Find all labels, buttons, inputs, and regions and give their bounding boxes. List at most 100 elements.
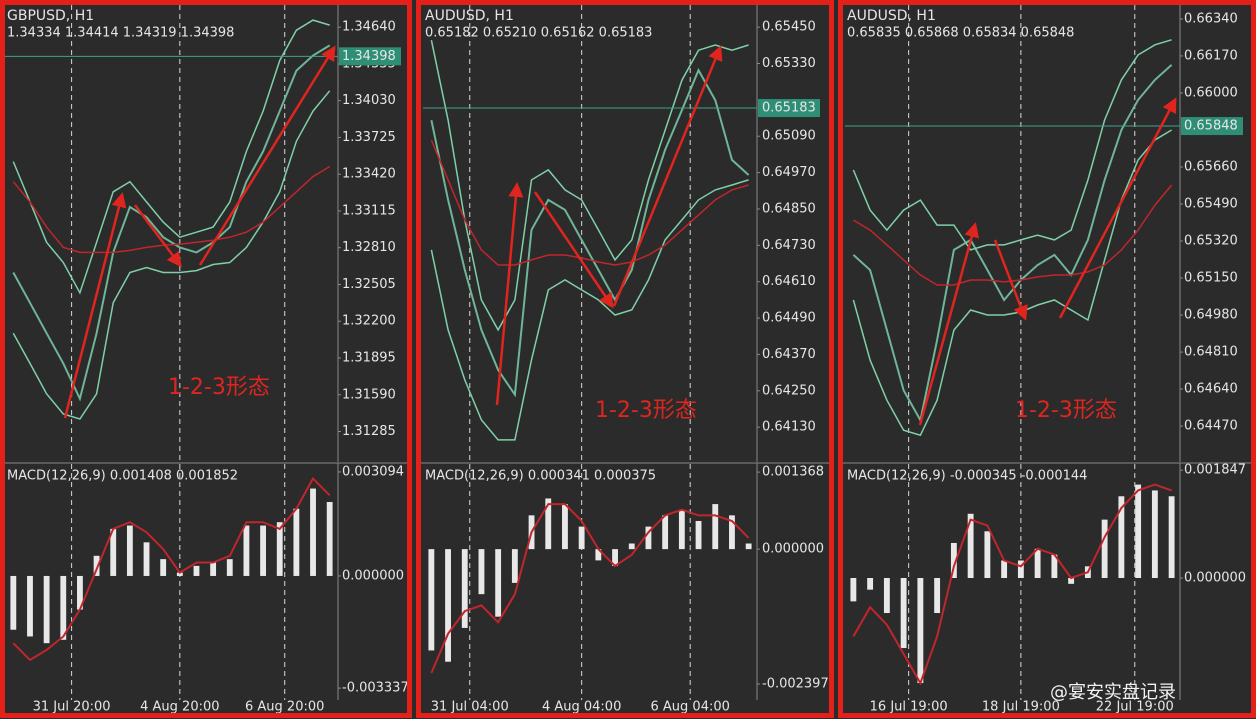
macd-bar xyxy=(578,526,585,550)
macd-bar xyxy=(326,501,333,576)
series-line xyxy=(430,67,750,398)
macd-bar xyxy=(1001,560,1008,578)
macd-bar xyxy=(678,509,685,550)
y-tick-label: 0.65150 xyxy=(1184,271,1238,286)
y-tick-label: 0.64640 xyxy=(1184,382,1238,397)
y-tick-label: 0.000000 xyxy=(1184,570,1246,585)
y-tick-label: 0.000000 xyxy=(762,542,824,557)
y-tick-label: 1.31590 xyxy=(342,387,396,402)
macd-bar xyxy=(1151,490,1158,578)
arrow xyxy=(612,45,723,307)
macd-bar xyxy=(867,577,874,590)
y-tick-label: 1.32505 xyxy=(342,277,396,292)
panel-border xyxy=(838,0,1256,718)
y-tick-label: 0.64130 xyxy=(762,420,816,435)
arrow xyxy=(1058,97,1177,319)
y-tick-label: 0.003094 xyxy=(342,464,404,479)
x-tick-label: 31 Jul 20:00 xyxy=(33,700,111,715)
y-tick-label: 0.66000 xyxy=(1184,85,1238,100)
macd-bar xyxy=(260,525,266,576)
y-tick-label: 0.66340 xyxy=(1184,11,1238,26)
y-tick-label: 0.65320 xyxy=(1184,234,1238,249)
y-tick-label: -0.003337 xyxy=(342,681,409,696)
x-tick-label: 6 Aug 04:00 xyxy=(651,700,730,715)
x-tick-label: 6 Aug 20:00 xyxy=(245,700,324,715)
macd-bar xyxy=(293,508,300,576)
macd-bar xyxy=(612,549,618,567)
macd-bar xyxy=(883,577,890,614)
y-tick-label: -0.002397 xyxy=(762,677,829,692)
chart-title: GBPUSD, H1 xyxy=(7,8,94,24)
signal-line xyxy=(852,483,1172,686)
y-tick-label: 0.001847 xyxy=(1184,463,1246,478)
y-tick-label: 0.64470 xyxy=(1184,419,1238,434)
y-tick-label: 1.34640 xyxy=(342,20,396,35)
macd-bar xyxy=(93,555,100,576)
y-tick-label: 0.64370 xyxy=(762,347,816,362)
y-tick-label: 0.64250 xyxy=(762,383,816,398)
macd-bar xyxy=(695,520,702,550)
macd-bar xyxy=(428,549,435,651)
macd-bar xyxy=(193,565,200,576)
chart-subtitle: 1.34334 1.34414 1.34319 1.34398 xyxy=(7,26,234,41)
macd-bar xyxy=(628,543,635,550)
series-line xyxy=(852,129,1172,437)
last-price-box xyxy=(758,99,820,118)
series-line xyxy=(430,179,749,441)
macd-bar xyxy=(850,577,857,602)
macd-bar xyxy=(967,513,974,578)
macd-bar xyxy=(1068,577,1075,584)
macd-bar xyxy=(511,549,518,583)
macd-title: MACD(12,26,9) -0.000345 -0.000144 xyxy=(847,469,1087,484)
macd-title: MACD(12,26,9) 0.001408 0.001852 xyxy=(7,469,238,484)
macd-bar xyxy=(1051,554,1058,578)
arrow xyxy=(63,192,127,419)
y-tick-label: 0.65090 xyxy=(762,129,816,144)
y-tick-label: 0.000000 xyxy=(342,568,404,583)
y-tick-label: 1.33420 xyxy=(342,167,396,182)
macd-bar xyxy=(950,542,957,578)
macd-bar xyxy=(645,526,652,550)
y-tick-label: 1.33725 xyxy=(342,130,396,145)
macd-bar xyxy=(545,498,552,550)
macd-bar xyxy=(445,549,451,662)
y-tick-label: 1.32200 xyxy=(342,314,396,329)
y-tick-label: 0.64810 xyxy=(1184,345,1238,360)
macd-bar xyxy=(662,515,669,550)
macd-bar xyxy=(984,531,991,578)
macd-bar xyxy=(226,559,233,576)
macd-title: MACD(12,26,9) 0.000341 0.000375 xyxy=(425,469,656,484)
y-tick-label: 0.64490 xyxy=(762,311,816,326)
macd-bar xyxy=(27,575,33,637)
macd-bar xyxy=(1017,560,1024,578)
chart-subtitle: 0.65182 0.65210 0.65162 0.65183 xyxy=(425,26,652,41)
charts: 1.346401.343351.340301.337251.334201.331… xyxy=(2,5,1252,715)
chart-title: AUDUSD, H1 xyxy=(847,8,936,24)
macd-bar xyxy=(1135,484,1142,578)
x-tick-label: 4 Aug 20:00 xyxy=(140,700,219,715)
chart-subtitle: 0.65835 0.65868 0.65834 0.65848 xyxy=(847,26,1074,41)
y-tick-label: 0.64980 xyxy=(1184,308,1238,323)
series-line xyxy=(430,139,749,266)
macd-bar xyxy=(310,488,316,576)
annotation: 1-2-3形态 xyxy=(1015,398,1117,423)
last-price-box xyxy=(1181,117,1243,136)
macd-bar xyxy=(126,525,133,576)
y-tick-label: 0.64730 xyxy=(762,238,816,253)
macd-bar xyxy=(478,549,485,595)
y-tick-label: 1.33115 xyxy=(342,203,396,218)
last-price-label: 0.65848 xyxy=(1184,119,1238,134)
macd-bar xyxy=(745,543,752,550)
arrow xyxy=(198,45,336,266)
last-price-label: 1.34398 xyxy=(342,49,396,64)
watermark: @宴安实盘记录 xyxy=(1050,681,1176,703)
macd-bar xyxy=(243,525,250,576)
arrow xyxy=(495,182,524,406)
x-tick-label: 18 Jul 19:00 xyxy=(982,700,1060,715)
x-tick-label: 16 Jul 19:00 xyxy=(870,700,948,715)
series-line xyxy=(852,64,1173,424)
y-tick-label: 0.65330 xyxy=(762,56,816,71)
y-tick-label: 1.31895 xyxy=(342,350,396,365)
